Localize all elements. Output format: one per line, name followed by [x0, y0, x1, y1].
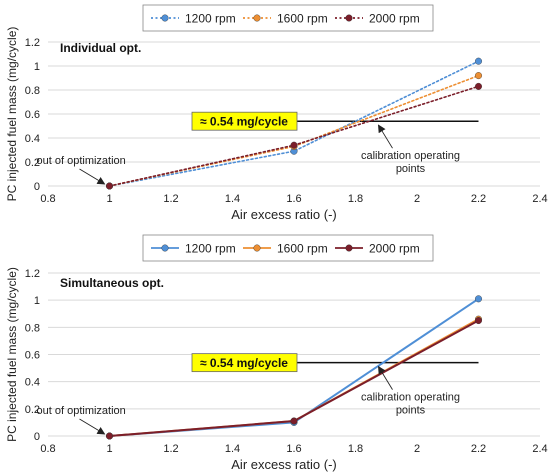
x-tick-label: 2 [414, 193, 420, 205]
x-tick-label: 1.6 [286, 443, 301, 455]
legend-label: 1600 rpm [277, 12, 328, 26]
data-point [290, 141, 298, 149]
annotation-arrow [79, 418, 106, 435]
y-tick-label: 0.4 [25, 377, 40, 389]
reference-label: ≈ 0.54 mg/cycle [200, 115, 288, 129]
y-tick-label: 0.8 [25, 85, 40, 97]
data-point [475, 72, 483, 80]
reference-label-box [191, 111, 298, 131]
y-tick-label: 1 [34, 295, 40, 307]
x-tick-label: 1 [106, 443, 112, 455]
y-tick-label: 1 [34, 61, 40, 73]
x-axis-title: Air excess ratio (-) [231, 457, 336, 472]
legend-label: 1200 rpm [185, 242, 236, 256]
y-axis-title: PC injected fuel mass (mg/cycle) [5, 267, 19, 442]
legend-label: 1600 rpm [277, 242, 328, 256]
legend-swatch-marker [345, 244, 353, 252]
x-tick-label: 1.8 [348, 193, 363, 205]
x-tick-label: 2 [414, 443, 420, 455]
y-tick-label: 0.6 [25, 350, 40, 362]
y-tick-label: 0.2 [25, 157, 40, 169]
annotation-out-of-optimization: out of optimization [37, 155, 126, 167]
chart-panel-1: 0 0.2 0.4 0.6 0.8 1 1.2 0.8 1 1.2 1.4 1.6 1.8 2 2.2 2.4… [5, 4, 548, 222]
legend-label: 2000 rpm [369, 12, 420, 26]
y-tick-label: 1.2 [25, 268, 40, 280]
legend-label: 1200 rpm [185, 12, 236, 26]
data-point [475, 317, 483, 325]
x-tick-label: 0.8 [40, 443, 55, 455]
y-axis-title: PC injected fuel mass (mg/cycle) [5, 27, 19, 202]
data-point [475, 82, 483, 90]
legend-swatch-marker [253, 14, 261, 22]
legend-swatch-marker [161, 14, 169, 22]
panel-title: Individual opt. [60, 41, 141, 55]
y-tick-label: 0.6 [25, 109, 40, 121]
reference-label: ≈ 0.54 mg/cycle [200, 356, 288, 370]
x-tick-label: 1.4 [225, 193, 240, 205]
x-axis-title: Air excess ratio (-) [231, 207, 336, 222]
x-tick-label: 2.2 [471, 193, 486, 205]
x-tick-label: 2.2 [471, 443, 486, 455]
legend-swatch-marker [345, 14, 353, 22]
x-tick-label: 1.2 [163, 193, 178, 205]
annotation-out-of-optimization: out of optimization [37, 405, 126, 417]
annotation-arrow [377, 124, 393, 149]
x-tick-label: 2.4 [532, 443, 547, 455]
annotation-arrow [79, 168, 106, 185]
legend-box [142, 4, 434, 32]
x-tick-label: 1.2 [163, 443, 178, 455]
y-tick-label: 0.4 [25, 133, 40, 145]
x-tick-label: 1.8 [348, 443, 363, 455]
x-tick-label: 1.6 [286, 193, 301, 205]
x-tick-label: 2.4 [532, 193, 547, 205]
annotation-arrow [377, 365, 393, 390]
panel-title: Simultaneous opt. [60, 276, 164, 290]
y-tick-label: 0 [34, 181, 40, 193]
y-tick-label: 0.8 [25, 322, 40, 334]
data-point [105, 432, 113, 440]
annotation-calibration-points: calibration operating points [361, 150, 460, 175]
chart-panel-2: 0 0.2 0.4 0.6 0.8 1 1.2 0.8 1 1.2 1.4 1.6 1.8 2 2.2 2.4… [5, 234, 548, 472]
reference-label-box [191, 353, 298, 373]
legend-swatch-marker [253, 244, 261, 252]
series-line-1200-rpm [108, 60, 480, 187]
x-tick-label: 0.8 [40, 193, 55, 205]
legend-label: 2000 rpm [369, 242, 420, 256]
annotation-calibration-points: calibration operating points [361, 392, 460, 417]
y-tick-label: 1.2 [25, 37, 40, 49]
data-point [105, 182, 113, 190]
legend-box [142, 234, 434, 262]
data-point [475, 295, 483, 303]
y-tick-label: 0.2 [25, 404, 40, 416]
data-point [290, 417, 298, 425]
data-point [475, 57, 483, 65]
y-tick-label: 0 [34, 431, 40, 443]
x-tick-label: 1 [106, 193, 112, 205]
x-tick-label: 1.4 [225, 443, 240, 455]
legend-swatch-marker [161, 244, 169, 252]
